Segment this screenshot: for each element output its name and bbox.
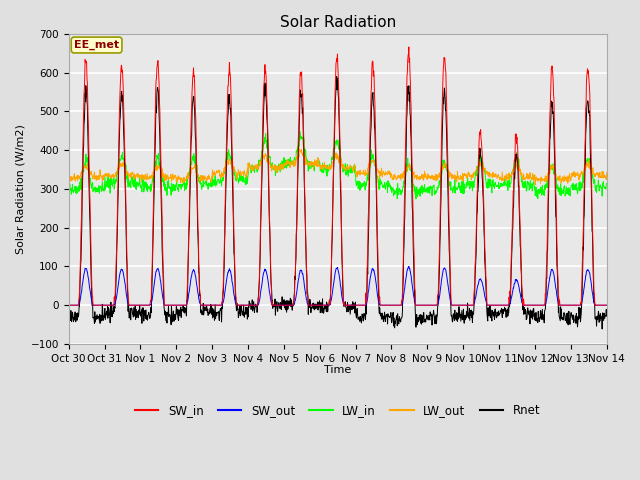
Title: Solar Radiation: Solar Radiation bbox=[280, 15, 396, 30]
LW_out bbox=[244, 168, 252, 174]
LW_in bbox=[172, 185, 179, 191]
X-axis label: Time: Time bbox=[324, 365, 351, 375]
LW_out bbox=[184, 175, 192, 181]
SW_in bbox=[184, 251, 192, 257]
LW_in bbox=[492, 182, 500, 188]
SW_in bbox=[172, 302, 179, 308]
SW_out bbox=[540, 302, 547, 308]
LW_out bbox=[65, 175, 72, 180]
LW_out bbox=[531, 182, 539, 188]
SW_in bbox=[603, 302, 611, 308]
SW_in bbox=[405, 44, 413, 50]
Line: LW_out: LW_out bbox=[68, 149, 607, 185]
LW_out bbox=[172, 172, 179, 178]
SW_in bbox=[492, 302, 499, 308]
SW_out bbox=[405, 264, 413, 269]
LW_in bbox=[422, 189, 429, 195]
LW_in bbox=[296, 129, 304, 134]
Line: SW_in: SW_in bbox=[68, 47, 607, 305]
Rnet bbox=[184, 254, 192, 260]
LW_in bbox=[65, 184, 72, 190]
LW_in bbox=[540, 187, 547, 193]
SW_in bbox=[422, 302, 429, 308]
Rnet bbox=[172, 317, 179, 323]
SW_out bbox=[172, 302, 179, 308]
SW_out bbox=[65, 302, 72, 308]
LW_in bbox=[603, 180, 611, 186]
SW_in bbox=[540, 302, 547, 308]
SW_out bbox=[244, 302, 252, 308]
LW_in bbox=[412, 196, 420, 202]
Legend: SW_in, SW_out, LW_in, LW_out, Rnet: SW_in, SW_out, LW_in, LW_out, Rnet bbox=[130, 399, 545, 422]
SW_in bbox=[244, 302, 252, 308]
LW_out bbox=[540, 177, 547, 183]
Rnet bbox=[540, 317, 547, 323]
SW_out bbox=[603, 302, 611, 308]
Line: LW_in: LW_in bbox=[68, 132, 607, 199]
Rnet bbox=[598, 326, 606, 332]
SW_out bbox=[422, 302, 429, 308]
LW_out bbox=[492, 171, 499, 177]
Rnet bbox=[244, 303, 252, 309]
LW_in bbox=[244, 169, 252, 175]
Text: EE_met: EE_met bbox=[74, 40, 119, 50]
SW_out bbox=[492, 302, 499, 308]
Line: SW_out: SW_out bbox=[68, 266, 607, 305]
Rnet bbox=[492, 312, 499, 318]
Rnet bbox=[65, 312, 72, 318]
Rnet bbox=[422, 317, 429, 323]
SW_out bbox=[184, 295, 192, 300]
Y-axis label: Solar Radiation (W/m2): Solar Radiation (W/m2) bbox=[15, 124, 25, 254]
SW_in bbox=[65, 302, 72, 308]
LW_out bbox=[422, 173, 429, 179]
LW_out bbox=[296, 146, 303, 152]
LW_in bbox=[184, 171, 192, 177]
LW_out bbox=[603, 170, 611, 176]
Rnet bbox=[603, 313, 611, 319]
Line: Rnet: Rnet bbox=[68, 77, 607, 329]
Rnet bbox=[333, 74, 340, 80]
